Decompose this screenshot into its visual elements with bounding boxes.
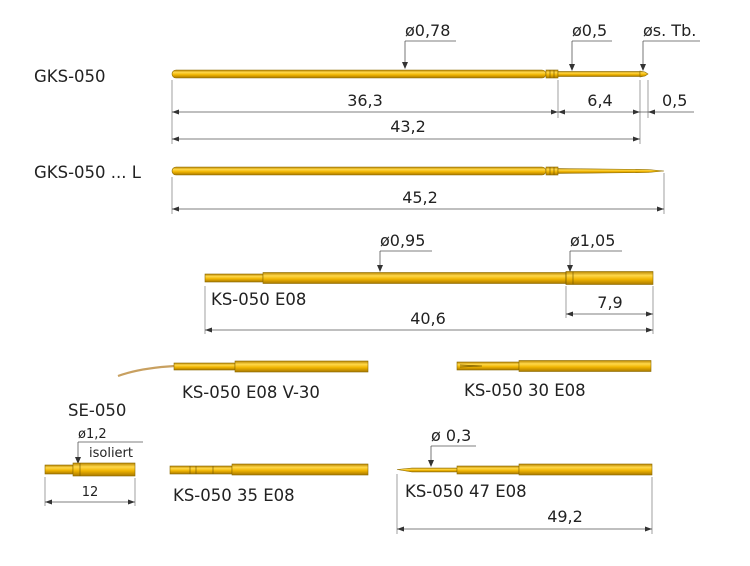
ks050-e08-group: ø0,95 ø1,05 KS-050 E08 7,9 40,6	[204, 231, 654, 334]
ks050-e08-v30-group: KS-050 E08 V-30	[117, 360, 369, 402]
dim-l432: 43,2	[390, 117, 426, 136]
dim-dstb: øs. Tb.	[643, 21, 696, 40]
ks050-30-plunger	[456, 361, 520, 371]
ks050-35-e08-label: KS-050 35 E08	[173, 486, 295, 505]
v30-plunger	[173, 362, 236, 371]
dim-l64: 6,4	[587, 91, 612, 110]
dim-d12: ø1,2	[78, 427, 107, 442]
ks050-30-e08-group: KS-050 30 E08	[456, 360, 652, 400]
gks050-label: GKS-050	[34, 67, 106, 86]
gks050-pin-body	[171, 69, 547, 79]
gks050-group: GKS-050 ø0,78 ø0,5 øs. Tb. 36,3	[34, 21, 700, 144]
dim-l363: 36,3	[347, 91, 383, 110]
se050-isoliert: isoliert	[89, 446, 133, 461]
v30-wire	[117, 364, 176, 378]
se050-group: SE-050 ø1,2 isoliert 12	[44, 401, 143, 506]
dim-l492: 49,2	[547, 507, 583, 526]
ks050-47-plunger	[456, 465, 520, 475]
gks050-collar	[545, 69, 559, 79]
ks050-e08-receptacle	[565, 271, 654, 285]
dim-d05: ø0,5	[572, 21, 607, 40]
dim-l05: 0,5	[662, 91, 687, 110]
ks050-30-e08-label: KS-050 30 E08	[464, 381, 586, 400]
se050-label: SE-050	[68, 401, 126, 420]
ks050-47-e08-group: ø 0,3 KS-050 47 E08 49,2	[396, 426, 653, 534]
ks050-e08-v30-label: KS-050 E08 V-30	[182, 383, 320, 402]
se050-insulated-end	[44, 464, 74, 475]
dim-l406: 40,6	[410, 309, 446, 328]
gks050l-collar	[545, 166, 559, 176]
gks050-tip	[639, 70, 649, 78]
dim-d078: ø0,78	[405, 21, 450, 40]
v30-barrel	[234, 360, 369, 373]
gks050l-needle	[557, 168, 665, 174]
dim-l12: 12	[82, 485, 99, 500]
ks050-35-plunger	[169, 465, 233, 475]
ks050-47-e08-label: KS-050 47 E08	[405, 482, 527, 501]
ks050-47-tip	[396, 467, 458, 473]
gks050l-group: GKS-050 ... L 45,2	[34, 163, 665, 214]
dim-l452: 45,2	[402, 188, 438, 207]
gks050l-label: GKS-050 ... L	[34, 163, 142, 182]
ks050-e08-plunger	[204, 273, 264, 283]
ks050-30-barrel	[518, 360, 652, 372]
ks050-e08-barrel	[262, 272, 567, 284]
dim-d105: ø1,05	[570, 231, 615, 250]
ks050-e08-label: KS-050 E08	[211, 290, 306, 309]
ks050-35-barrel	[231, 463, 369, 476]
ks050-35-e08-group: KS-050 35 E08	[169, 463, 369, 505]
dim-d095: ø0,95	[380, 231, 425, 250]
gks050-plunger	[557, 71, 641, 77]
gks050l-pin-body	[171, 166, 547, 176]
ks050-47-barrel	[518, 463, 653, 476]
se050-sleeve	[72, 462, 136, 477]
dim-l79: 7,9	[597, 293, 622, 312]
dim-d03: ø 0,3	[431, 426, 471, 445]
